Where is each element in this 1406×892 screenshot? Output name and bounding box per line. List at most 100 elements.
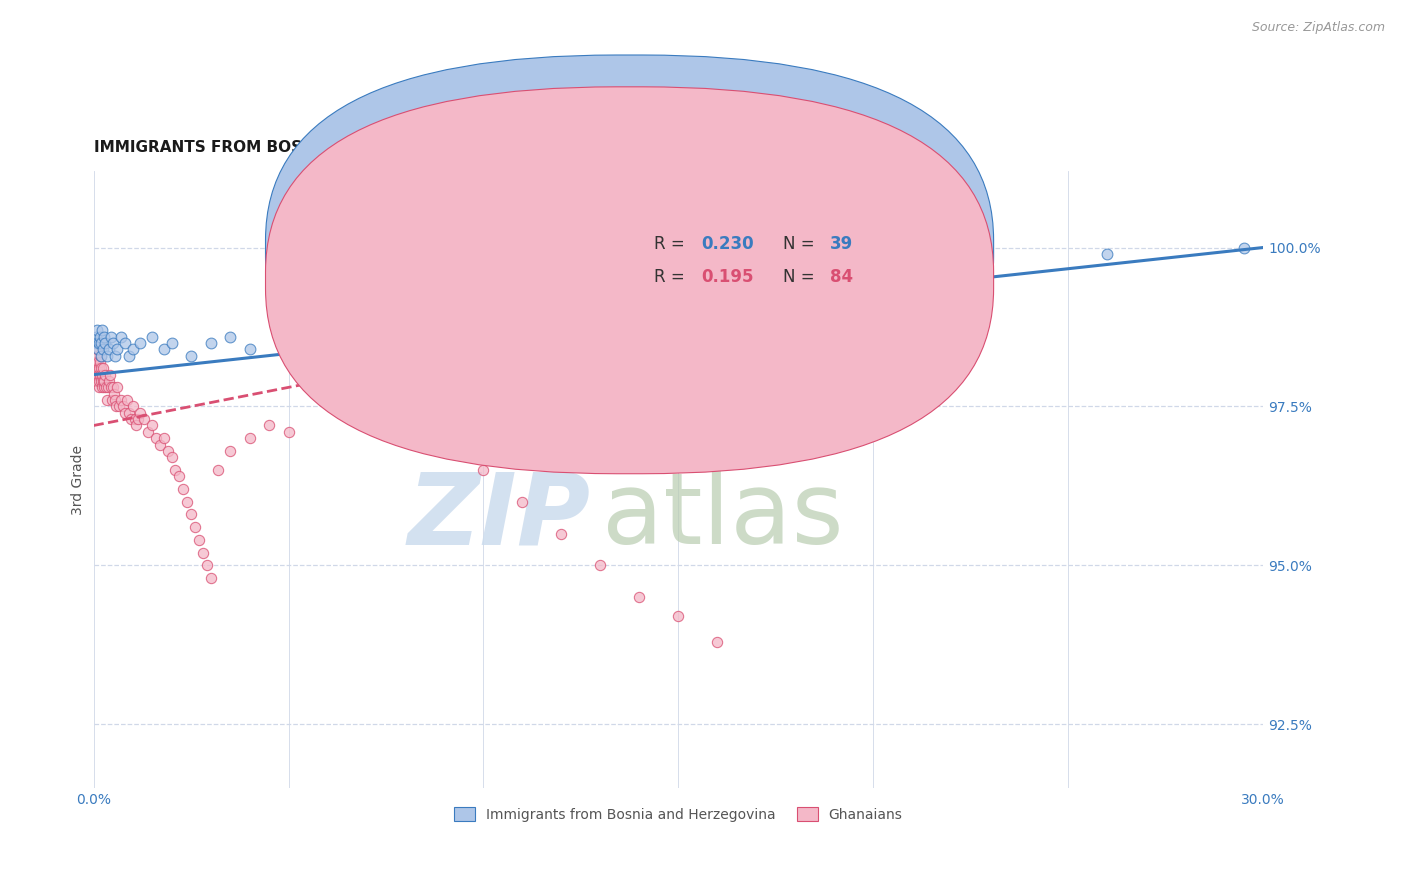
Point [114, 335, 136, 350]
Point [118, 349, 141, 363]
Point [129, 406, 152, 420]
Point [118, 406, 141, 420]
Point [152, 342, 174, 356]
Point [129, 335, 152, 350]
Point [87, 368, 110, 382]
Point [96, 349, 118, 363]
Legend: Immigrants from Bosnia and Herzegovina, Ghanaians: Immigrants from Bosnia and Herzegovina, … [449, 801, 908, 827]
FancyBboxPatch shape [266, 55, 994, 442]
Point [160, 450, 183, 465]
Point [375, 374, 398, 388]
Point [1233, 240, 1256, 254]
Text: 0.230: 0.230 [702, 235, 754, 253]
Point [550, 526, 572, 541]
Point [1097, 247, 1119, 261]
Point [103, 386, 125, 401]
Point [86, 361, 108, 376]
Text: 39: 39 [830, 235, 853, 253]
Point [98, 368, 121, 382]
Point [91, 323, 114, 337]
Point [84, 374, 107, 388]
FancyBboxPatch shape [596, 220, 953, 301]
Point [394, 400, 416, 414]
Point [238, 431, 260, 445]
Point [141, 329, 163, 343]
Point [90, 361, 112, 376]
Point [200, 571, 222, 585]
Point [187, 533, 209, 547]
Text: IMMIGRANTS FROM BOSNIA AND HERZEGOVINA VS GHANAIAN 3RD GRADE CORRELATION CHART: IMMIGRANTS FROM BOSNIA AND HERZEGOVINA V… [94, 140, 920, 155]
Point [90, 349, 112, 363]
Point [89, 374, 111, 388]
Point [512, 335, 534, 350]
Point [121, 342, 143, 356]
Point [136, 425, 159, 439]
Point [93, 329, 115, 343]
Point [172, 482, 194, 496]
Text: Source: ZipAtlas.com: Source: ZipAtlas.com [1251, 21, 1385, 34]
Point [104, 393, 127, 408]
Point [89, 368, 111, 382]
Point [156, 444, 179, 458]
Text: N =: N = [783, 268, 820, 285]
Point [89, 355, 111, 369]
FancyBboxPatch shape [266, 87, 994, 474]
Point [336, 335, 359, 350]
Point [105, 342, 128, 356]
Point [94, 335, 117, 350]
Point [87, 355, 110, 369]
Point [238, 342, 260, 356]
Point [152, 431, 174, 445]
Point [110, 393, 132, 408]
Point [356, 317, 378, 331]
Point [91, 361, 114, 376]
Point [86, 342, 108, 356]
Point [111, 400, 134, 414]
Point [120, 412, 142, 426]
Point [101, 393, 124, 408]
Point [84, 368, 107, 382]
Point [97, 380, 120, 394]
Point [87, 342, 110, 356]
Point [91, 368, 114, 382]
Point [87, 380, 110, 394]
Point [134, 412, 156, 426]
Point [512, 495, 534, 509]
Point [86, 323, 108, 337]
Point [93, 380, 115, 394]
Point [149, 437, 172, 451]
Point [101, 335, 124, 350]
Point [628, 590, 651, 604]
Point [91, 374, 114, 388]
Point [90, 374, 112, 388]
Text: 84: 84 [830, 268, 853, 285]
Point [141, 418, 163, 433]
Point [87, 361, 110, 376]
Point [706, 634, 728, 648]
Point [91, 342, 114, 356]
Point [433, 431, 456, 445]
Point [145, 431, 167, 445]
Point [90, 349, 112, 363]
Point [180, 349, 202, 363]
Point [207, 463, 229, 477]
Point [104, 349, 127, 363]
Point [100, 329, 122, 343]
Point [862, 253, 884, 268]
Point [124, 412, 146, 426]
Point [127, 412, 149, 426]
Point [90, 335, 112, 350]
Point [297, 272, 319, 286]
Text: 0.195: 0.195 [702, 268, 754, 285]
Point [219, 329, 242, 343]
Text: R =: R = [654, 235, 690, 253]
Point [87, 335, 110, 350]
Point [277, 425, 299, 439]
Point [472, 463, 495, 477]
Point [94, 368, 117, 382]
Point [101, 380, 124, 394]
Point [86, 349, 108, 363]
Point [89, 329, 111, 343]
Point [115, 393, 138, 408]
Point [93, 374, 115, 388]
